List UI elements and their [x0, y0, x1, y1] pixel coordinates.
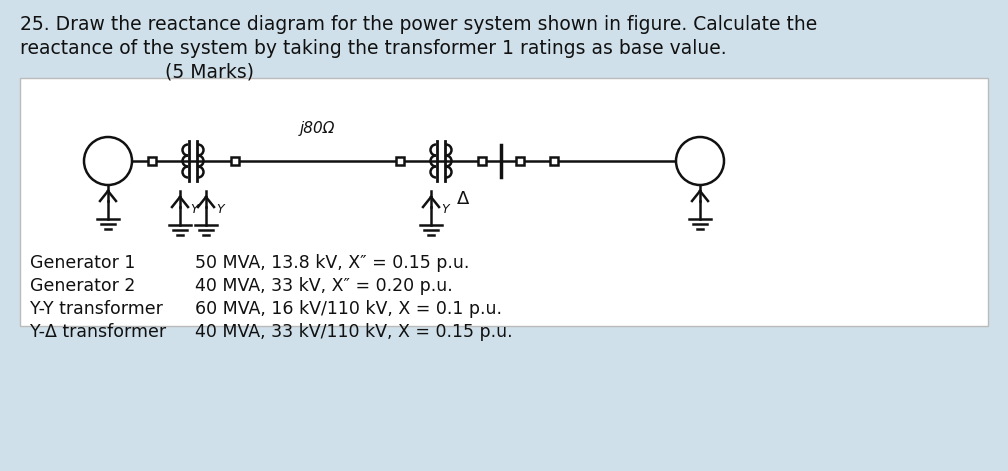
Text: G: G: [691, 151, 703, 165]
Circle shape: [84, 137, 132, 185]
Text: 25. Draw the reactance diagram for the power system shown in figure. Calculate t: 25. Draw the reactance diagram for the p…: [20, 15, 817, 34]
Circle shape: [676, 137, 724, 185]
Bar: [396, 157, 404, 165]
Text: Y: Y: [216, 203, 224, 216]
Bar: [516, 157, 524, 165]
Text: 2: 2: [704, 163, 710, 173]
Text: reactance of the system by taking the transformer 1 ratings as base value.: reactance of the system by taking the tr…: [20, 39, 727, 58]
Text: Generator 1: Generator 1: [30, 254, 135, 272]
Text: Y: Y: [190, 203, 198, 216]
Text: G: G: [100, 151, 110, 165]
Text: Y-Δ transformer: Y-Δ transformer: [30, 323, 166, 341]
Text: 40 MVA, 33 kV/110 kV, X = 0.15 p.u.: 40 MVA, 33 kV/110 kV, X = 0.15 p.u.: [195, 323, 513, 341]
Bar: [478, 157, 486, 165]
Text: Y-Y transformer: Y-Y transformer: [30, 300, 163, 318]
FancyBboxPatch shape: [20, 78, 988, 326]
Text: Y: Y: [442, 203, 449, 216]
Bar: [231, 157, 239, 165]
Text: 60 MVA, 16 kV/110 kV, X = 0.1 p.u.: 60 MVA, 16 kV/110 kV, X = 0.1 p.u.: [195, 300, 502, 318]
Text: 40 MVA, 33 kV, X″ = 0.20 p.u.: 40 MVA, 33 kV, X″ = 0.20 p.u.: [195, 277, 453, 295]
Text: (5 Marks): (5 Marks): [165, 63, 254, 82]
Bar: [148, 157, 156, 165]
Text: j80Ω: j80Ω: [299, 121, 336, 136]
Text: 1: 1: [112, 163, 118, 173]
Bar: [550, 157, 558, 165]
Text: Δ: Δ: [457, 190, 469, 208]
Text: 50 MVA, 13.8 kV, X″ = 0.15 p.u.: 50 MVA, 13.8 kV, X″ = 0.15 p.u.: [195, 254, 470, 272]
Text: Generator 2: Generator 2: [30, 277, 135, 295]
